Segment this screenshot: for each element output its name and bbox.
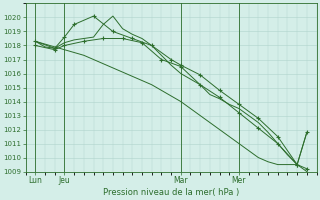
X-axis label: Pression niveau de la mer( hPa ): Pression niveau de la mer( hPa )	[103, 188, 239, 197]
